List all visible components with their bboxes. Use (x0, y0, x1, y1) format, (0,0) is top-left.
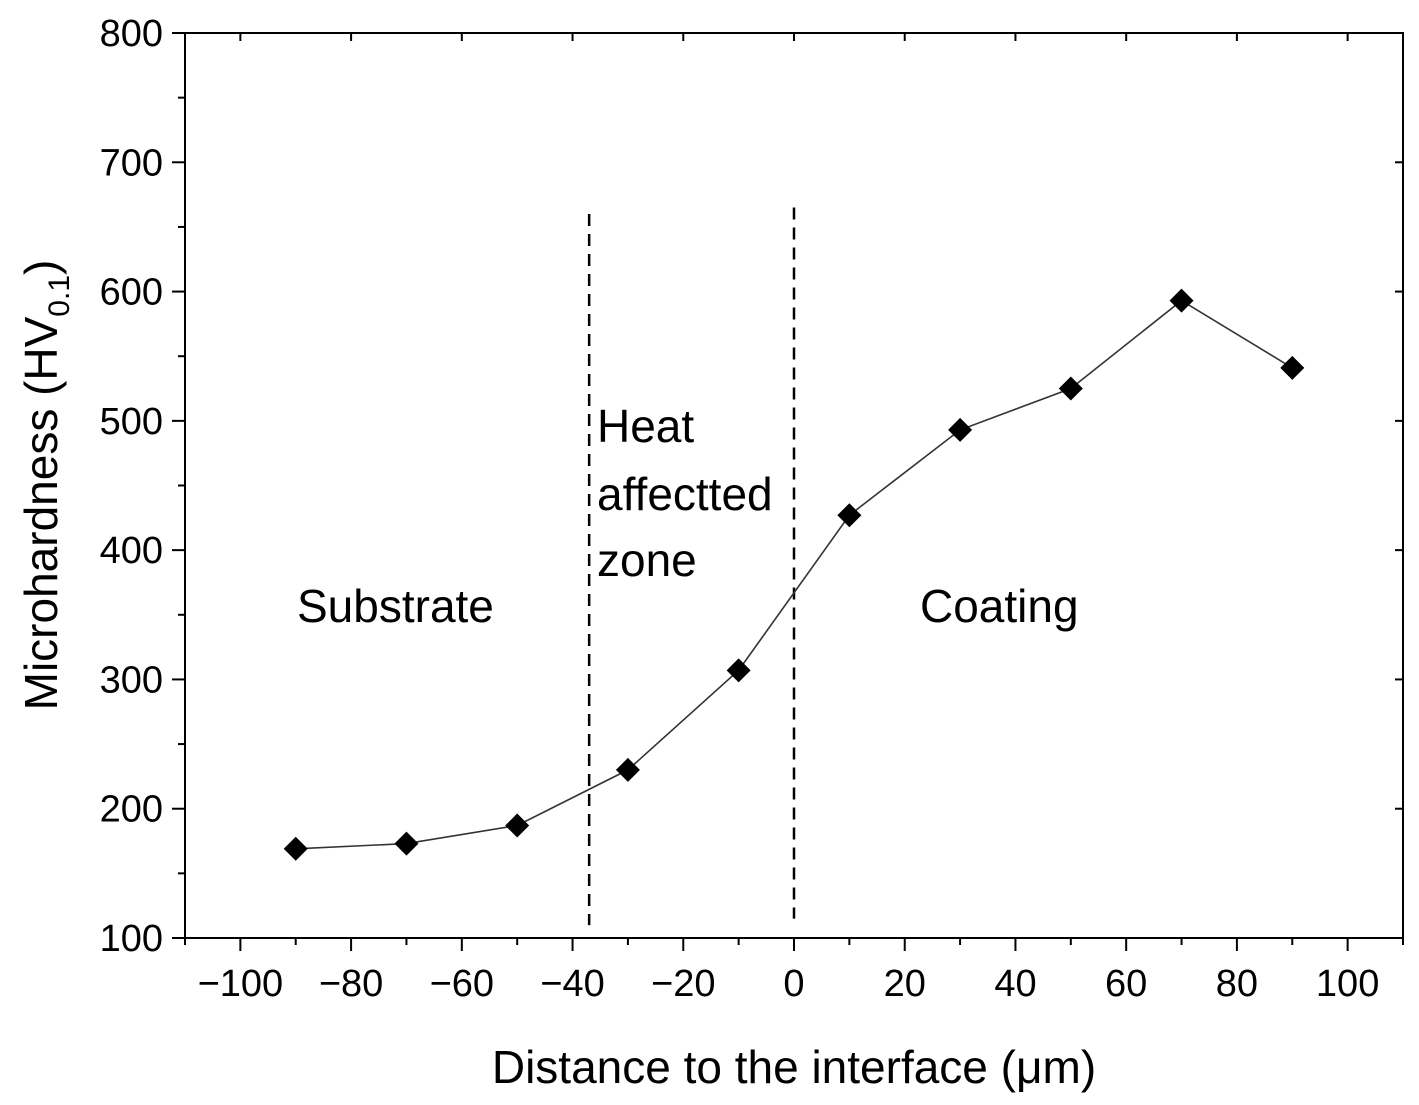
series-line (295, 299, 1293, 850)
data-point-diamond (726, 658, 751, 683)
y-axis-title-subscript: 0.1 (43, 275, 76, 317)
data-point-diamond (283, 836, 308, 861)
data-point-diamond (1058, 376, 1083, 401)
annotation-haz-line3: zone (597, 534, 697, 586)
x-tick-label: −60 (430, 963, 494, 1005)
x-tick-label: 80 (1216, 963, 1258, 1005)
plot-frame (184, 32, 1404, 939)
y-tick-label: 700 (100, 142, 163, 184)
x-tick-label: −80 (319, 963, 383, 1005)
x-tick-label: 40 (994, 963, 1036, 1005)
x-tick-label: 20 (884, 963, 926, 1005)
y-axis-title-main: Microhardness (HV (15, 316, 67, 710)
y-tick-label: 100 (100, 918, 163, 960)
data-point-diamond (948, 417, 973, 442)
x-tick-label: −40 (540, 963, 604, 1005)
annotation-haz-line1: Heat (597, 400, 694, 452)
y-tick-label: 300 (100, 659, 163, 701)
y-tick-label: 400 (100, 530, 163, 572)
y-axis-title-close: ) (15, 260, 67, 275)
x-axis-title: Distance to the interface (μm) (492, 1041, 1096, 1093)
annotation-coating: Coating (920, 580, 1079, 632)
data-point-diamond (394, 831, 419, 856)
x-tick-label: 0 (783, 963, 804, 1005)
x-tick-label: −20 (651, 963, 715, 1005)
data-point-diamond (1169, 288, 1194, 313)
annotation-haz-line2: affectted (597, 468, 773, 520)
data-point-diamond (615, 757, 640, 782)
x-tick-label: 100 (1316, 963, 1379, 1005)
y-tick-label: 800 (100, 13, 163, 55)
y-axis-title: Microhardness (HV0.1) (15, 260, 76, 711)
y-tick-label: 600 (100, 272, 163, 314)
annotation-substrate: Substrate (297, 580, 494, 632)
y-tick-label: 200 (100, 789, 163, 831)
y-axis-ticks: 100 200 300 400 500 600 700 800 (100, 13, 1403, 960)
data-markers (283, 288, 1305, 861)
x-axis-ticks: −100 −80 −60 −40 −20 0 20 40 60 80 100 (184, 33, 1404, 1005)
data-point-diamond (505, 813, 530, 838)
y-tick-label: 500 (100, 401, 163, 443)
x-tick-label: 60 (1105, 963, 1147, 1005)
x-tick-label: −100 (198, 963, 284, 1005)
data-point-diamond (837, 503, 862, 528)
data-point-diamond (1280, 355, 1305, 380)
